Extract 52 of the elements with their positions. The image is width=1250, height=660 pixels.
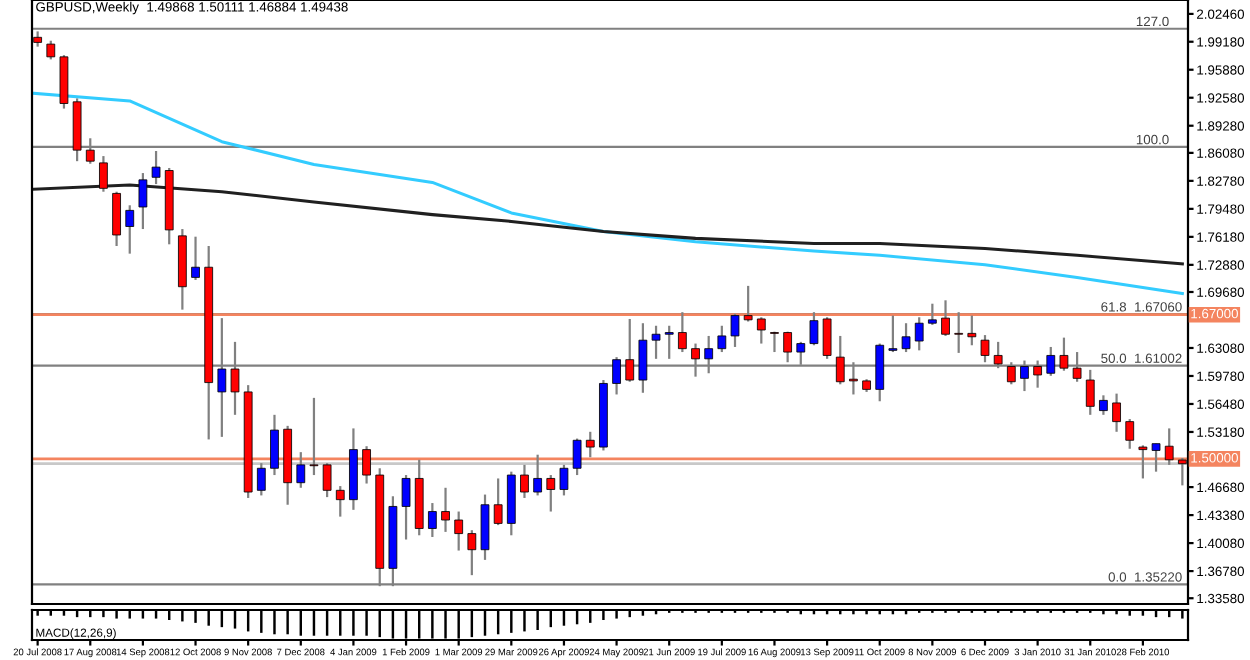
line-series [32,183,1184,266]
candlestick [770,330,779,354]
candlestick [441,486,450,533]
candlestick [138,171,148,231]
candlestick [256,462,266,497]
line-series [32,91,1184,296]
candlestick [941,299,950,338]
candlestick [809,311,819,347]
candlestick [1099,394,1108,416]
candlestick [585,430,595,459]
candlestick [678,311,687,354]
candlestick [1112,392,1121,433]
candlestick [467,529,477,577]
candlestick [743,284,753,323]
candlestick [59,54,69,110]
candlestick [493,477,503,527]
candlestick [335,484,345,518]
candlestick [1164,427,1174,466]
candlestick [822,316,832,360]
candlestick [559,463,569,497]
candlestick [572,437,582,477]
candlestick [309,396,319,477]
candlestick [46,39,56,61]
candlestick [651,324,661,360]
candlestick [125,204,135,255]
candlestick [546,473,556,513]
candlestick [454,510,464,552]
candlestick [520,463,529,500]
candlestick [401,473,411,541]
candlestick [322,462,332,499]
candlestick [533,453,542,497]
candlestick [717,324,727,354]
candlestick [1125,417,1135,450]
candlestick [664,324,674,360]
candlestick [928,302,937,327]
candlestick [730,312,740,349]
candlestick [428,501,437,539]
candlestick [191,235,200,282]
candlestick [362,445,371,485]
candlestick [480,493,490,561]
candlestick [756,316,766,345]
candlestick [99,154,108,193]
candlestick [888,314,898,354]
candlestick [112,190,121,248]
candlestick [967,314,977,347]
candlestick [1151,442,1161,473]
candlestick [1138,444,1148,480]
candlestick [296,451,306,489]
candlestick [901,322,911,354]
candlestick [954,311,964,355]
candlestick [914,316,924,352]
candlestick [270,413,279,477]
